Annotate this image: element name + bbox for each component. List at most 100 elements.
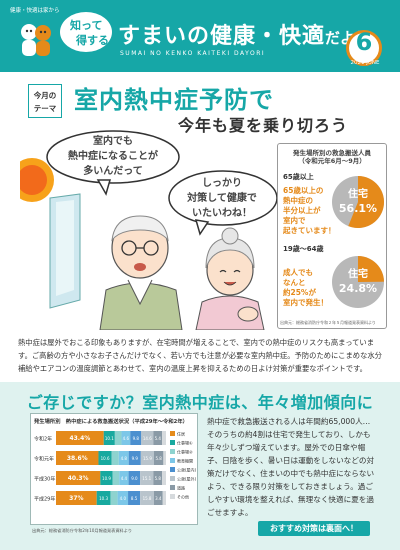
bubble-right-text: しっかり 対策して健康で いたいわね！: [187, 178, 257, 219]
theme-label-line2: テーマ: [33, 104, 57, 113]
data-label: 15.1: [142, 476, 151, 481]
data-label: 37%: [69, 495, 83, 502]
legend-label: 公衆(屋内): [177, 467, 196, 473]
issue-circle: [346, 30, 382, 66]
badge-text-line1: 知って: [70, 19, 103, 32]
data-label: 15.8: [143, 496, 152, 501]
legend-swatch: [170, 431, 175, 436]
bar-segment: [56, 451, 99, 465]
legend-swatch: [170, 440, 175, 445]
pie2-percent: 24.8%: [339, 282, 377, 295]
legend-swatch: [170, 494, 175, 499]
pie2-label: 住宅: [348, 267, 368, 280]
data-label: 8.5: [131, 496, 138, 501]
bar-segment: [118, 451, 129, 465]
bar-segment: [128, 451, 141, 465]
data-label: 40.3%: [68, 475, 89, 482]
cloud-badge: [60, 12, 112, 52]
theme-label-line1: 今月の: [33, 91, 57, 100]
chart-title: 発生場所別 熱中症による救急搬送状況（平成29年〜令和2年）: [34, 419, 188, 425]
theme-title: 室内熱中症予防で: [74, 86, 274, 114]
legend-label: 教育機関: [177, 458, 193, 464]
data-label: 38.6%: [67, 455, 88, 462]
bar-segment: [154, 451, 164, 465]
data-label: 4.4: [121, 476, 128, 481]
bar-segment: [100, 471, 113, 485]
bar-segment: [103, 431, 115, 445]
stacked-bar-chart: 令和2年 43.4% 10.1 4.6 9.8 14.6 5.4 令和元年 38.6% 10.6 4…: [34, 431, 196, 505]
issue-date: 2021 JUNE: [350, 60, 380, 66]
section2-title: ご存じですか？室内熱中症は、年々増加傾向に: [26, 393, 374, 412]
data-label: 43.4%: [69, 435, 90, 442]
category-label: 平成30年: [34, 476, 55, 483]
bar-segment: [56, 491, 97, 505]
elderly-man: [99, 215, 183, 330]
data-label: 9.8: [133, 436, 140, 441]
data-label: 10.9: [102, 476, 111, 481]
elderly-woman: [195, 227, 265, 330]
see-back-page-button[interactable]: おすすめ対策は裏面へ！: [258, 521, 370, 536]
data-label: 4.6: [123, 436, 130, 441]
legend-swatch: [170, 467, 175, 472]
header-banner: 健康・快適は家から 知って 得する すまいの健康・快適だより SUMAI NO …: [0, 0, 400, 72]
bar-segment: [162, 471, 166, 485]
stats-age-group-2: 19歳〜64歳: [283, 245, 324, 253]
bar-segment: [162, 431, 166, 445]
legend-label: 仕事場②: [177, 449, 193, 455]
legend-swatch: [170, 458, 175, 463]
title-romaji: SUMAI NO KENKO KAITEKI DAYORI: [120, 50, 266, 57]
bar-segment: [140, 451, 155, 465]
bar-segment: [114, 431, 122, 445]
data-label: 9.0: [131, 476, 138, 481]
pie1-label: 住宅: [348, 187, 368, 200]
bar-segment: [119, 471, 129, 485]
data-label: 5.4: [155, 436, 162, 441]
theme-subtitle: 今年も夏を乗り切ろう: [178, 116, 349, 135]
bar-segment: [153, 491, 163, 505]
legend-label: その他: [177, 494, 189, 500]
bar-segment: [130, 431, 142, 445]
stats-desc-2: 成人でも なんと 約25%が 室内で発生！: [283, 268, 328, 307]
sun-icon: [20, 158, 54, 202]
bar-segment: [140, 491, 154, 505]
bar-segment: [153, 471, 163, 485]
data-label: 10.6: [101, 456, 110, 461]
bar-segment: [98, 451, 112, 465]
data-label: 14.6: [143, 436, 152, 441]
category-label: 令和2年: [34, 436, 52, 443]
pie-home-slice: [358, 256, 384, 282]
pie1-percent: 56.1%: [339, 202, 377, 215]
bar-segment: [56, 471, 101, 485]
data-label: 4.0: [120, 496, 127, 501]
data-label: 9.9: [132, 456, 139, 461]
stats-desc-1: 65歳以上の 熱中症の 半分以上が 室内で 起きています！: [283, 186, 336, 235]
data-label: 10.1: [105, 436, 114, 441]
data-label: 5.8: [155, 476, 162, 481]
legend-label: 道路: [177, 485, 185, 491]
chart-source: 出典元：総務省消防庁令和2年10月報道発表資料より: [32, 528, 133, 533]
bar-segment: [110, 491, 118, 505]
intro-paragraph: 熱中症は屋外でおこる印象もありますが、在宅時間が増えることで、室内での熱中症のリ…: [18, 338, 382, 373]
bar-segment: [140, 471, 154, 485]
category-label: 令和元年: [34, 456, 54, 463]
data-label: 3.4: [155, 496, 162, 501]
badge-text-line2: 得する: [76, 34, 109, 47]
legend-swatch: [170, 476, 175, 481]
speech-bubble-left: [46, 130, 180, 184]
legend-swatch: [170, 485, 175, 490]
elderly-couple-illustration: [20, 130, 278, 330]
bar-segment: [111, 451, 119, 465]
mascot-icon: [21, 24, 51, 56]
section2-paragraph: 熱中症で救急搬送される人は年間約65,000人…そのうちの約4割は住宅で発生して…: [207, 417, 375, 517]
category-label: 平成29年: [34, 496, 55, 503]
pie-chart-65-plus: 住宅 56.1%: [332, 176, 385, 228]
data-label: 15.9: [143, 456, 152, 461]
legend-label: 住居: [177, 431, 185, 437]
data-label: 10.3: [99, 496, 108, 501]
bar-segment: [96, 491, 111, 505]
issue-number: 6: [355, 28, 373, 56]
newsletter-title: すまいの健康・快適だより: [118, 18, 370, 50]
stats-title: 発生場所別の救急搬送人員 （令和元年6月〜9月）: [293, 149, 371, 165]
tagline: 健康・快適は家から: [10, 8, 60, 14]
legend-label: 公衆(屋外): [177, 476, 196, 482]
